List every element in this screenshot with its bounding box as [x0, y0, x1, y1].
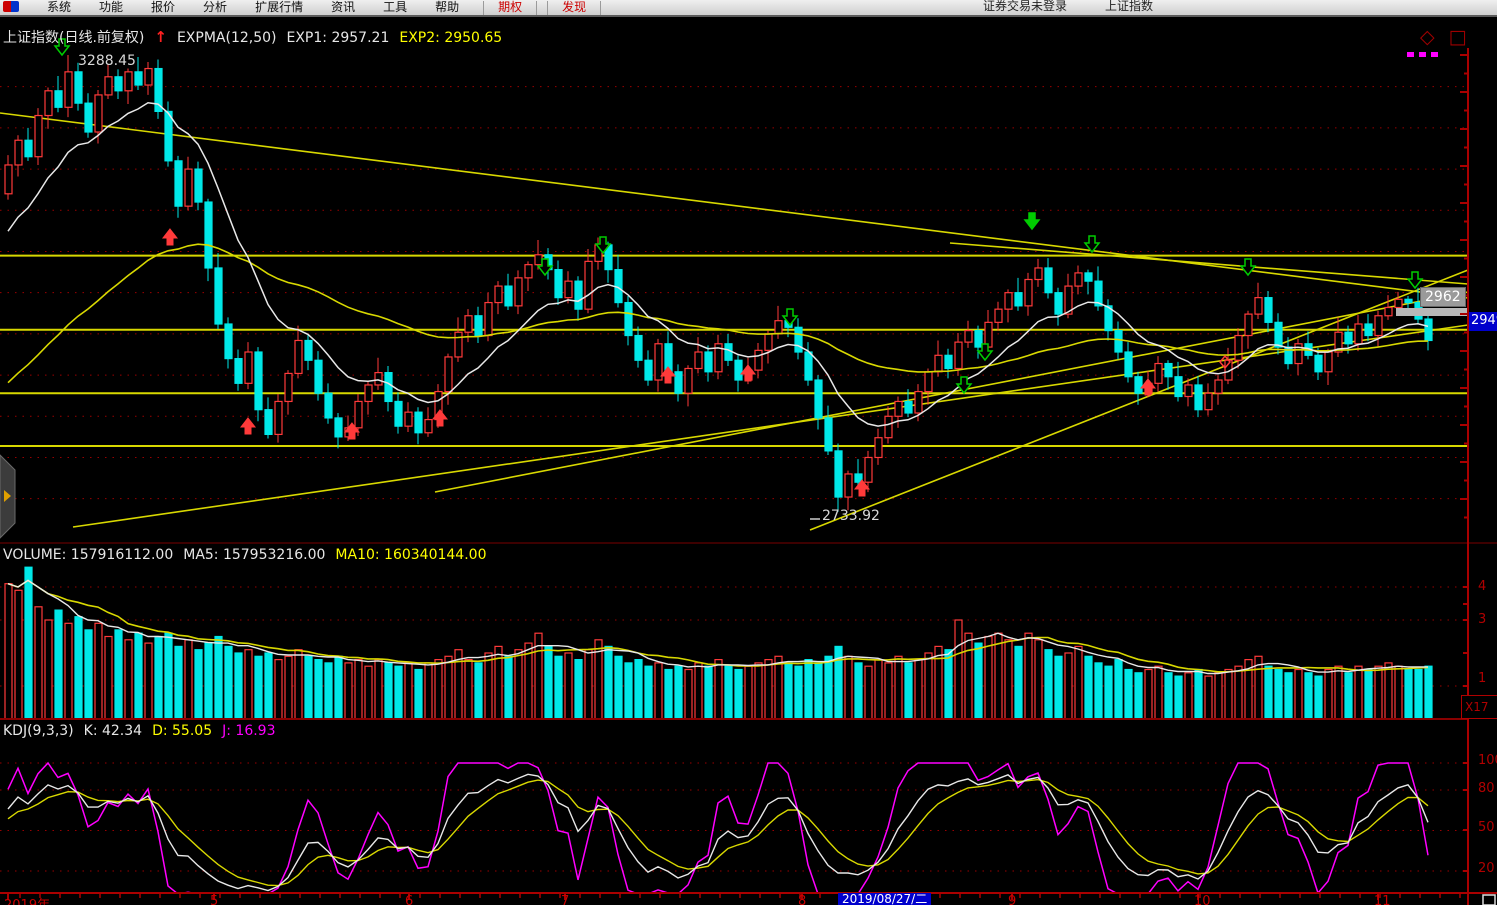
kdj-d-value: D: 55.05 — [152, 723, 213, 739]
selected-date-tag[interactable]: 2019/08/27/二 — [838, 893, 932, 905]
vol-tick-3: 3 — [1478, 612, 1487, 627]
chart-corner-tools[interactable]: ◇□ — [1420, 26, 1481, 48]
kdj-grid — [0, 762, 1468, 872]
kdj-k-value: K: 42.34 — [83, 723, 143, 739]
kdj-tick-50: 50 — [1478, 820, 1495, 835]
main-chart-header: 上证指数(日线.前复权) ↑ EXPMA(12,50) EXP1: 2957.21 EX… — [3, 28, 512, 47]
indicator-name[interactable]: EXPMA(12,50) — [176, 30, 277, 46]
volume-header: VOLUME: 157916112.00 MA5: 157953216.00 MA1… — [3, 546, 496, 564]
kdj-title[interactable]: KDJ(9,3,3) — [3, 723, 74, 739]
volume-grid — [0, 586, 1468, 687]
exp1-value: EXP1: 2957.21 — [286, 30, 390, 46]
last-price-tag: 2962 — [1420, 287, 1466, 307]
sidebar-collapse-handle[interactable] — [0, 454, 16, 539]
volume-ma10: MA10: 160340144.00 — [335, 547, 487, 563]
menu-item-7[interactable]: 帮助 — [435, 0, 460, 14]
time-axis-label-7: 11 — [1374, 894, 1391, 905]
time-axis-label-2: 6 — [405, 894, 414, 905]
expma-lines — [7, 102, 1429, 427]
menu-item-2[interactable]: 报价 — [151, 0, 176, 14]
menu-bar: 系统 功能 报价 分析 扩展行情 资讯 工具 帮助 期权 发现 证券交易未登录 上证指数 — [0, 0, 1497, 17]
time-axis-label-1: 5 — [210, 894, 219, 905]
kdj-header: KDJ(9,3,3) K: 42.34 D: 55.05 J: 16.93 — [3, 722, 285, 740]
kdj-j-value: J: 16.93 — [222, 723, 276, 739]
time-axis-label-0: 2019年 — [4, 894, 50, 905]
kdj-tick-20: 20 — [1478, 861, 1495, 876]
menu-item-1[interactable]: 功能 — [99, 0, 124, 14]
login-status[interactable]: 证券交易未登录 — [983, 0, 1068, 13]
current-index-label: 上证指数 — [1105, 0, 1154, 13]
volume-unit-box: X17 — [1461, 695, 1497, 719]
low-price-label: 2733.92 — [822, 508, 880, 524]
menu-items: 系统 功能 报价 分析 扩展行情 资讯 工具 帮助 期权 发现 — [33, 0, 602, 15]
time-axis-label-6: 10 — [1194, 894, 1211, 905]
menu-item-9[interactable]: 发现 — [547, 1, 602, 15]
axes — [0, 48, 1497, 905]
kdj-tick-80: 80 — [1478, 781, 1495, 796]
time-axis-label-5: 9 — [1008, 894, 1017, 905]
time-axis-label-4: 8 — [798, 894, 807, 905]
high-price-label: 3288.45 — [78, 53, 136, 69]
menu-item-4[interactable]: 扩展行情 — [255, 0, 304, 14]
volume-ma5: MA5: 157953216.00 — [183, 547, 326, 563]
more-dots-icon[interactable] — [1407, 42, 1443, 61]
menu-item-6[interactable]: 工具 — [383, 0, 408, 14]
signal-arrows — [53, 38, 1468, 520]
volume-ma-lines — [7, 579, 1429, 675]
exp2-value: EXP2: 2950.65 — [399, 30, 503, 46]
time-axis-label-3: 7 — [561, 894, 570, 905]
kdj-tick-100: 100 — [1478, 753, 1497, 768]
volume-value: VOLUME: 157916112.00 — [3, 547, 174, 563]
chart-title[interactable]: 上证指数(日线.前复权) — [3, 30, 145, 46]
menu-item-3[interactable]: 分析 — [203, 0, 228, 14]
axis-price-tag: 2949 — [1469, 312, 1497, 331]
menu-item-0[interactable]: 系统 — [47, 0, 72, 14]
vol-tick-1: 1 — [1478, 671, 1487, 686]
up-arrow-icon: ↑ — [154, 28, 167, 46]
app-logo-icon — [3, 1, 19, 12]
menu-item-8[interactable]: 期权 — [483, 1, 538, 15]
diamond-tool-icon[interactable]: ◇ — [1420, 26, 1449, 48]
vol-tick-4: 4 — [1478, 579, 1487, 594]
volume-bars — [4, 566, 1433, 719]
candles — [4, 55, 1433, 512]
window-tool-icon[interactable]: □ — [1448, 26, 1481, 48]
menu-item-5[interactable]: 资讯 — [331, 0, 356, 14]
kdj-lines — [7, 761, 1429, 893]
